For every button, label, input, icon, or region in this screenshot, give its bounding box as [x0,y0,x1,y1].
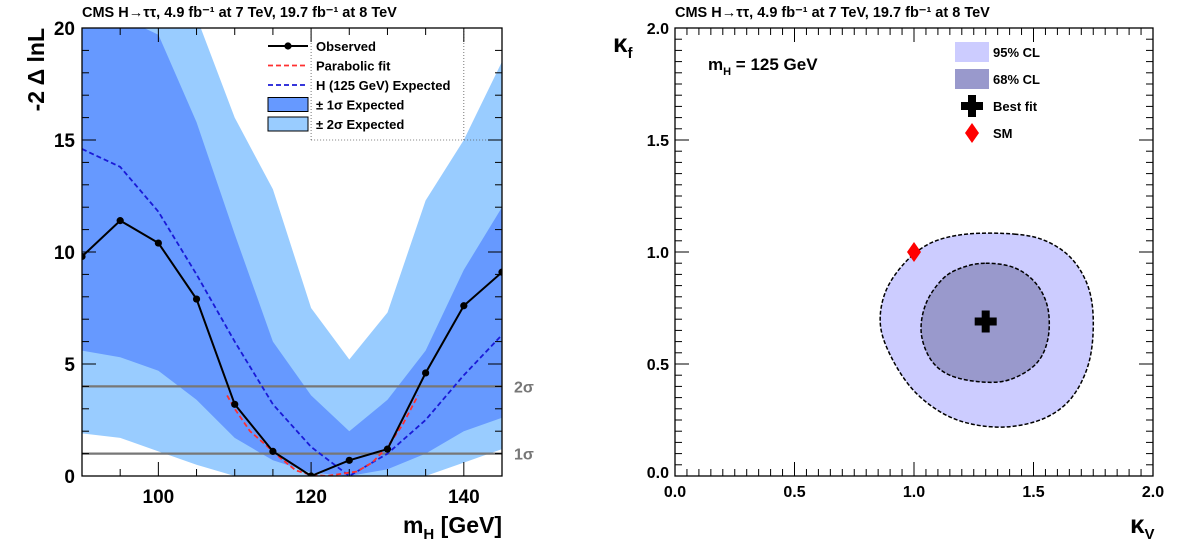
left-x-axis-label-main: m [403,512,423,538]
sm-marker [907,242,921,262]
left-x-axis-label-unit: [GeV] [434,512,502,538]
best-fit-marker [974,310,997,333]
left-legend: Observed Parabolic fit H (125 GeV) Expecte… [267,39,450,132]
right-x-tick-label-2: 1.0 [903,484,925,501]
left-x-axis-label-sub: H [423,526,434,543]
legend-68-swatch [955,69,989,89]
mass-annotation-rest: = 125 GeV [731,55,818,74]
left-y-tick-label-5: 5 [64,355,75,376]
right-chart: 0.0 0.5 1.0 1.5 2.0 0.0 0.5 1.0 1.5 2.0 CMS H→ττ,… [613,5,1164,543]
left-x-tick-label-100: 100 [143,487,175,508]
legend-sm-marker [965,123,979,143]
right-x-tick-label-3: 1.5 [1022,484,1044,501]
band-1sigma-expected [82,28,502,476]
legend-best-fit-marker [961,95,983,117]
left-x-tick-label-120: 120 [295,487,327,508]
right-legend: 95% CL 68% CL Best fit SM [955,42,1040,143]
legend-best-fit-label: Best fit [993,99,1038,114]
right-x-axis-label-sub: V [1145,526,1155,543]
legend-observed-label: Observed [316,39,376,54]
legend-band1-label: ± 1σ Expected [316,98,404,113]
legend-band2-swatch [267,116,309,132]
right-y-axis-label-main: κ [613,28,628,58]
right-y-axis-label-sub: f [628,45,634,62]
left-chart-title: CMS H→ττ, 4.9 fb⁻¹ at 7 TeV, 19.7 fb⁻¹ a… [82,5,397,21]
right-x-tick-label-4: 2.0 [1142,484,1164,501]
sigma-label-1: 1σ [514,447,534,464]
observed-point-90 [82,252,86,261]
mass-annotation-main: m [708,55,723,74]
observed-point-130 [383,445,392,453]
right-y-tick-label-4: 2.0 [647,21,669,38]
legend-parabolic-label: Parabolic fit [316,59,391,74]
right-y-tick-label-1: 0.5 [647,357,669,374]
left-plot-area [82,28,502,476]
legend-95-label: 95% CL [993,45,1040,60]
right-y-tick-label-0: 0.0 [647,465,669,482]
mass-annotation: mH = 125 GeV [708,55,818,78]
left-y-tick-label-20: 20 [54,19,75,40]
legend-expected-label: H (125 GeV) Expected [316,78,450,93]
right-x-axis-label: κV [1130,509,1155,543]
legend-band2-label: ± 2σ Expected [316,117,404,132]
legend-68-label: 68% CL [993,72,1040,87]
observed-point-125 [345,456,353,464]
right-y-axis-label: κf [613,28,634,62]
left-x-axis-label: mH [GeV] [403,512,502,543]
legend-observed-marker [284,42,292,50]
right-axes: 0.0 0.5 1.0 1.5 2.0 0.0 0.5 1.0 1.5 2.0 [647,21,1164,501]
right-chart-title: CMS H→ττ, 4.9 fb⁻¹ at 7 TeV, 19.7 fb⁻¹ a… [675,5,990,21]
left-axes: 1σ 2σ 100 120 140 0 5 10 15 20 [54,19,534,508]
observed-point-115 [269,447,277,455]
observed-line [82,219,502,476]
right-x-tick-label-1: 0.5 [783,484,805,501]
legend-band1-swatch [267,97,309,112]
right-x-tick-label-0: 0.0 [664,484,686,501]
left-y-tick-label-15: 15 [54,131,76,152]
expected-line [82,148,502,476]
legend-sm-label: SM [993,126,1013,141]
mass-annotation-sub: H [723,66,731,78]
observed-point-110 [231,400,239,408]
left-chart: 1σ 2σ 100 120 140 0 5 10 15 20 CMS H→ττ, 4.9 fb⁻¹… [23,5,534,543]
observed-point-135 [422,369,430,377]
observed-point-105 [192,295,201,303]
observed-point-140 [460,302,468,310]
left-y-axis-label: -2 Δ lnL [23,28,49,111]
observed-point-95 [116,217,124,225]
left-y-tick-label-0: 0 [64,467,75,488]
right-y-tick-label-3: 1.5 [647,133,669,150]
sigma-label-2: 2σ [514,379,534,396]
right-x-axis-label-main: κ [1130,509,1145,539]
legend-95-swatch [955,42,989,62]
left-y-tick-label-10: 10 [54,243,75,264]
right-y-tick-label-2: 1.0 [647,245,669,262]
observed-point-100 [154,239,162,247]
left-x-tick-label-140: 140 [448,487,480,508]
right-plot-area [879,232,1095,428]
